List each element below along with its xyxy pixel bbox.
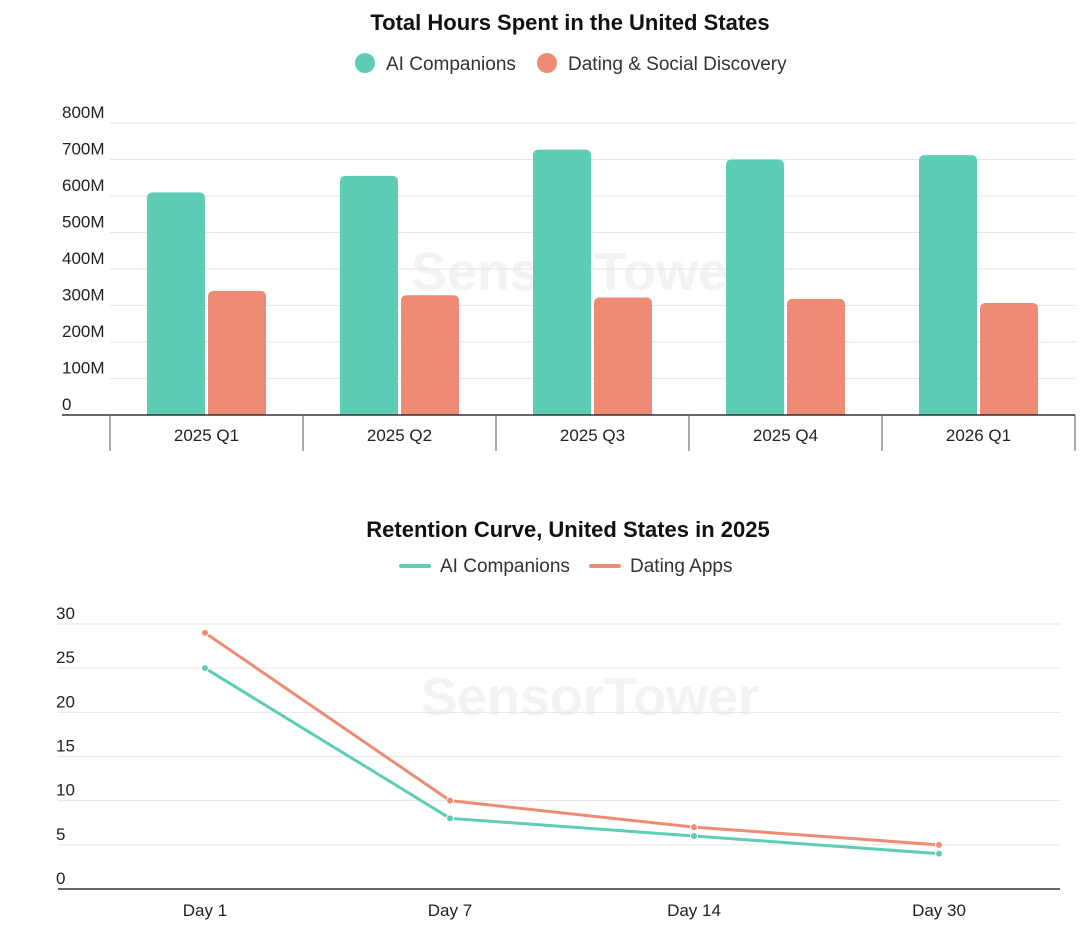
line-x-tick-label: Day 1: [183, 901, 227, 920]
bar-y-tick-label: 300M: [62, 286, 105, 305]
bar-x-tick-label: 2025 Q4: [753, 426, 818, 445]
line-point-dating-apps-day-7: [446, 796, 454, 805]
line-y-tick-label: 25: [56, 648, 75, 667]
legend-label-ai-companions-line: AI Companions: [440, 556, 570, 577]
bar-chart-y-axis: 0 100M 200M 300M 400M 500M 600M 700M 800M: [62, 103, 105, 414]
line-point-ai-companions-day-7: [446, 814, 454, 823]
bar-ai-companions-2025-q2: [340, 175, 398, 415]
bar-chart-title: Total Hours Spent in the United States: [370, 10, 769, 35]
bar-dating-social-discovery-2025-q3: [594, 297, 652, 415]
line-x-tick-label: Day 30: [912, 901, 966, 920]
bar-dating-social-discovery-2025-q4: [787, 298, 845, 415]
bar-chart-x-axis: 2025 Q1 2025 Q2 2025 Q3 2025 Q4 2026 Q1: [62, 414, 1076, 451]
legend-swatch-dating-social: [537, 53, 557, 73]
bar-ai-companions-2025-q1: [147, 192, 205, 415]
bar-chart-bars: [147, 149, 1038, 415]
line-y-tick-label: 20: [56, 692, 75, 711]
bar-dating-social-discovery-2026-q1: [980, 302, 1038, 415]
line-point-ai-companions-day-14: [690, 832, 698, 840]
bar-dating-social-discovery-2025-q2: [401, 295, 459, 415]
legend-label-ai-companions: AI Companions: [386, 54, 516, 75]
line-point-dating-apps-day-14: [690, 823, 698, 832]
bar-ai-companions-2025-q3: [533, 149, 591, 415]
line-chart-y-axis: 0 5 10 15 20 25 30: [56, 604, 75, 888]
line-point-dating-apps-day-1: [201, 628, 209, 637]
bar-y-tick-label: 800M: [62, 103, 105, 122]
bar-x-tick-label: 2025 Q3: [560, 426, 625, 445]
bar-y-tick-label: 600M: [62, 176, 105, 195]
line-y-tick-label: 0: [56, 869, 65, 888]
line-point-dating-apps-day-30: [935, 840, 943, 849]
line-x-tick-label: Day 7: [428, 901, 472, 920]
line-point-ai-companions-day-1: [201, 664, 209, 673]
line-chart-legend: AI Companions Dating Apps: [399, 556, 732, 577]
line-chart-watermark: SensorTower: [421, 667, 759, 727]
bar-y-tick-label: 200M: [62, 322, 105, 341]
bar-y-tick-label: 500M: [62, 213, 105, 232]
line-series-ai-companions: [204, 666, 940, 856]
bar-ai-companions-2026-q1: [919, 155, 977, 415]
bar-x-tick-label: 2025 Q1: [174, 426, 239, 445]
line-point-ai-companions-day-30: [935, 849, 943, 858]
legend-swatch-ai-companions: [355, 53, 375, 73]
line-chart-x-axis: Day 1 Day 7 Day 14 Day 30: [58, 888, 1060, 920]
bar-ai-companions-2025-q4: [726, 159, 784, 415]
legend-label-dating-social: Dating & Social Discovery: [568, 54, 787, 75]
bar-chart: Total Hours Spent in the United States A…: [62, 10, 1076, 451]
line-x-tick-label: Day 14: [667, 901, 721, 920]
line-y-tick-label: 5: [56, 825, 65, 844]
line-chart: Retention Curve, United States in 2025 A…: [56, 517, 1060, 920]
line-y-tick-label: 15: [56, 737, 75, 756]
line-y-tick-label: 10: [56, 781, 75, 800]
line-y-tick-label: 30: [56, 604, 75, 623]
bar-y-tick-label: 0: [62, 395, 71, 414]
bar-x-tick-label: 2026 Q1: [946, 426, 1011, 445]
bar-y-tick-label: 700M: [62, 140, 105, 159]
bar-y-tick-label: 100M: [62, 359, 105, 378]
bar-x-tick-label: 2025 Q2: [367, 426, 432, 445]
legend-label-dating-apps: Dating Apps: [630, 556, 732, 577]
bar-chart-grid: [110, 122, 1075, 379]
line-chart-title: Retention Curve, United States in 2025: [366, 517, 769, 542]
line-chart-series: [201, 628, 943, 858]
line-chart-grid: [58, 623, 1060, 846]
bar-chart-legend: AI Companions Dating & Social Discovery: [355, 53, 787, 75]
line-series-dating-apps: [204, 631, 940, 847]
bar-y-tick-label: 400M: [62, 249, 105, 268]
bar-dating-social-discovery-2025-q1: [208, 290, 266, 415]
